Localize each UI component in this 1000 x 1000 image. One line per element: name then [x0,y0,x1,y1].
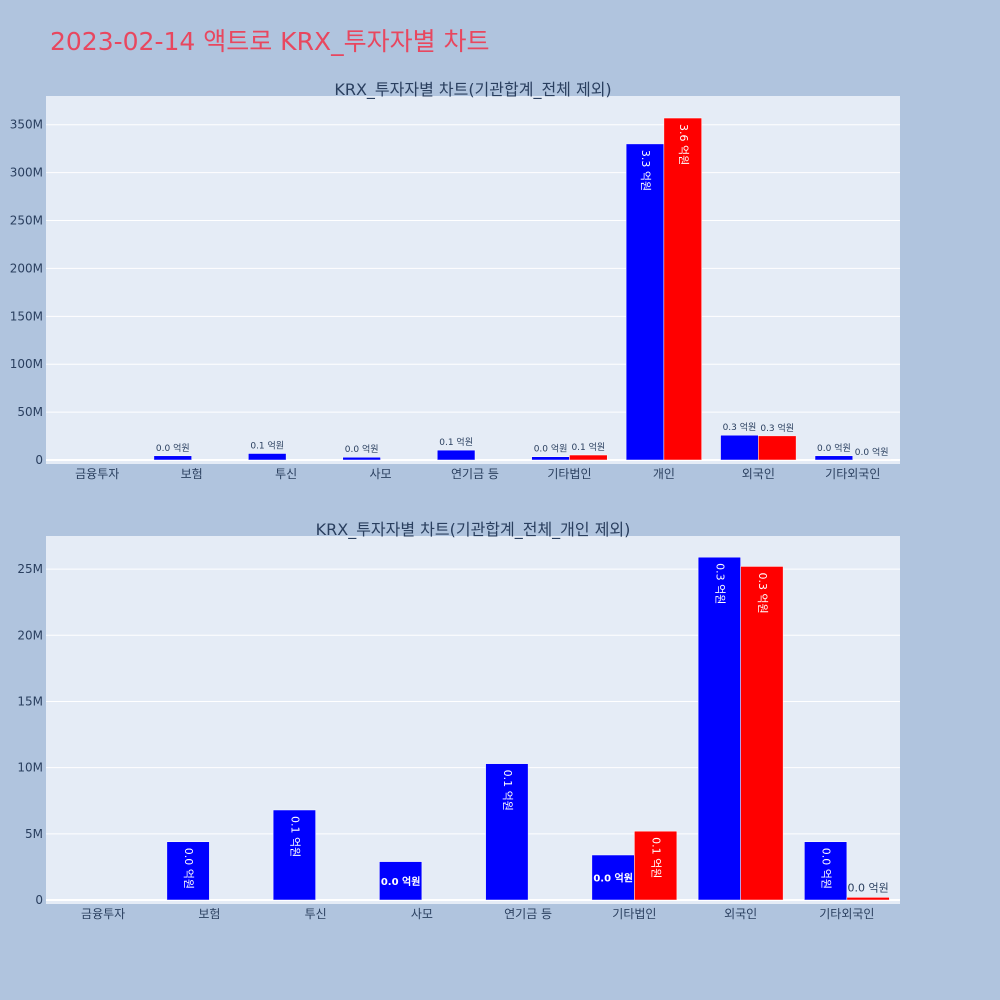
y-tick-label: 20M [17,628,43,642]
data-label: 0.3 억원 [713,563,726,604]
y-tick-label: 50M [17,405,43,419]
x-tick-label: 금융투자 [75,467,119,481]
data-label: 0.3 억원 [723,421,757,433]
data-label: 0.0 억원 [534,443,568,455]
x-tick-label: 사모 [411,907,433,921]
bar [248,453,287,461]
x-tick-label: 연기금 등 [451,467,499,481]
y-tick-label: 300M [10,166,43,180]
plot-area [46,96,900,464]
x-tick-label: 기타법인 [547,467,591,481]
x-tick-label: 보험 [198,907,220,921]
y-tick-label: 0 [35,453,43,467]
data-label: 0.0 억원 [156,442,190,454]
y-tick-label: 0 [35,893,43,907]
data-label: 0.0 억원 [182,848,195,889]
data-label: 3.6 억원 [677,124,690,165]
x-tick-label: 금융투자 [81,907,125,921]
data-label: 0.0 억원 [820,848,833,889]
x-tick-label: 기타법인 [612,907,656,921]
data-label: 0.3 억원 [760,422,794,434]
bar [153,455,192,461]
bar [436,449,476,461]
bar [531,456,570,461]
x-tick-label: 투신 [275,467,297,481]
bar [740,566,784,901]
y-tick-label: 350M [10,118,43,132]
x-tick-label: 투신 [305,907,327,921]
data-label: 0.1 억원 [650,837,663,878]
data-label: 0.1 억원 [250,439,284,451]
chart-top: KRX_투자자별 차트(기관합계_전체 제외) 0 50M 100M 150M 200M 2… [10,80,900,481]
y-tick-label: 150M [10,309,43,323]
y-tick-label: 15M [17,694,43,708]
bar [625,143,665,461]
y-tick-label: 10M [17,761,43,775]
x-tick-label: 기타외국인 [825,467,880,481]
y-tick-label: 5M [25,827,43,841]
data-label: 0.0 억원 [593,871,633,884]
bar [720,434,759,461]
data-label: 0.1 억원 [288,816,301,857]
page-title: 2023-02-14 액트로 KRX_투자자별 차트 [50,27,490,56]
chart-title: KRX_투자자별 차트(기관합계_전체 제외) [334,80,611,100]
data-label: 3.3 억원 [639,150,652,191]
bar [804,841,848,901]
bar [814,455,854,461]
bar [634,830,678,901]
bar [663,117,702,461]
data-label: 0.1 억원 [439,436,473,448]
y-tick-label: 25M [17,562,43,576]
x-tick-label: 보험 [181,467,203,481]
y-tick-label: 100M [10,357,43,371]
bar [846,897,890,901]
x-tick-label: 개인 [653,467,675,481]
data-label: 0.0 억원 [381,875,421,888]
bar [272,809,316,901]
bar [379,861,423,901]
x-tick-label: 기타외국인 [819,907,874,921]
bar [569,454,608,461]
data-label: 0.3 억원 [756,572,769,613]
bar [166,841,210,901]
bar [342,456,381,461]
x-tick-label: 외국인 [742,467,775,481]
x-tick-label: 연기금 등 [504,907,552,921]
bar [697,556,741,901]
chart-title: KRX_투자자별 차트(기관합계_전체_개인 제외) [316,520,631,540]
x-tick-label: 사모 [370,467,392,481]
x-tick-label: 외국인 [724,907,757,921]
data-label: 0.0 억원 [345,443,379,455]
bar [758,435,797,461]
data-label: 0.0 억원 [855,446,889,458]
y-tick-label: 250M [10,214,43,228]
bar [485,763,529,901]
data-label: 0.0 억원 [817,442,851,454]
data-label: 0.1 억원 [501,770,514,811]
y-tick-label: 200M [10,261,43,275]
data-label: 0.0 억원 [848,881,889,894]
data-label: 0.1 억원 [571,441,605,453]
chart-bottom: KRX_투자자별 차트(기관합계_전체_개인 제외) 0 5M 10M 15M 20M 25… [17,520,900,921]
